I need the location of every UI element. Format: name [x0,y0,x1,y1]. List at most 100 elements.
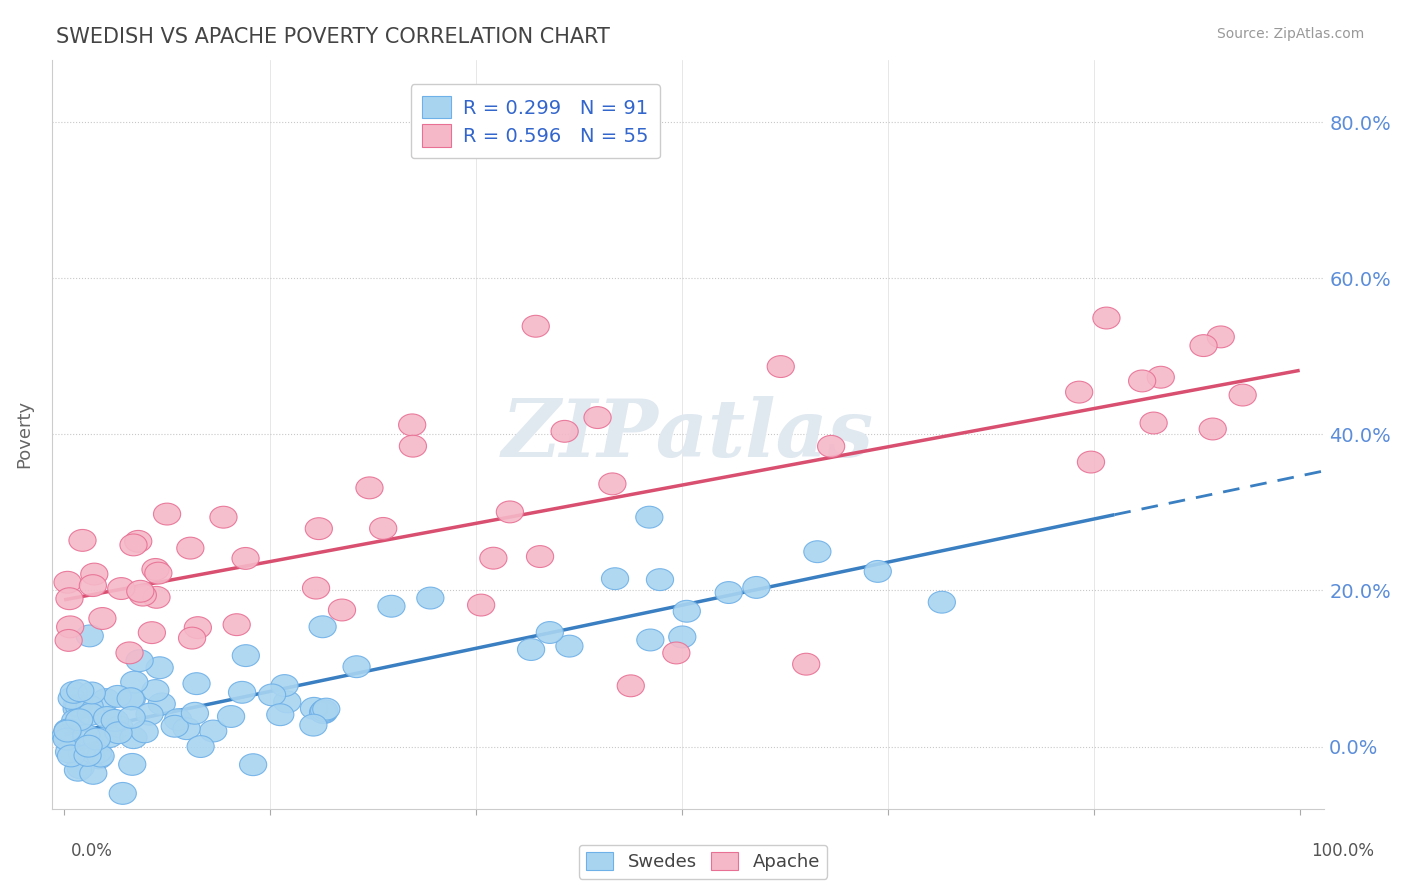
Ellipse shape [274,691,301,713]
Ellipse shape [468,594,495,616]
Ellipse shape [378,595,405,617]
Ellipse shape [662,642,690,664]
Ellipse shape [142,558,169,581]
Ellipse shape [117,688,145,710]
Ellipse shape [309,615,336,638]
Ellipse shape [93,689,120,711]
Ellipse shape [928,591,956,613]
Ellipse shape [259,684,285,706]
Ellipse shape [232,645,260,666]
Ellipse shape [804,541,831,563]
Ellipse shape [187,736,214,757]
Ellipse shape [55,741,83,763]
Ellipse shape [66,710,93,732]
Ellipse shape [53,720,82,742]
Ellipse shape [479,548,508,569]
Ellipse shape [716,582,742,604]
Ellipse shape [104,685,131,707]
Ellipse shape [55,725,82,747]
Ellipse shape [179,627,205,649]
Ellipse shape [66,709,93,731]
Ellipse shape [53,719,82,741]
Ellipse shape [127,581,153,602]
Ellipse shape [817,435,845,458]
Ellipse shape [742,576,770,599]
Ellipse shape [65,759,91,781]
Ellipse shape [118,706,145,728]
Ellipse shape [271,674,298,697]
Ellipse shape [1147,367,1174,388]
Ellipse shape [56,588,83,609]
Ellipse shape [77,703,104,725]
Ellipse shape [110,782,136,805]
Ellipse shape [555,635,583,657]
Ellipse shape [370,517,396,540]
Ellipse shape [1189,334,1218,357]
Text: SWEDISH VS APACHE POVERTY CORRELATION CHART: SWEDISH VS APACHE POVERTY CORRELATION CH… [56,27,610,46]
Ellipse shape [76,696,103,717]
Ellipse shape [153,503,180,525]
Ellipse shape [1092,307,1121,329]
Ellipse shape [127,649,153,672]
Ellipse shape [75,735,103,757]
Ellipse shape [120,727,148,748]
Ellipse shape [118,754,146,775]
Text: ZIPatlas: ZIPatlas [502,395,875,473]
Ellipse shape [302,577,329,599]
Ellipse shape [669,626,696,648]
Ellipse shape [105,722,132,744]
Ellipse shape [312,698,340,720]
Ellipse shape [69,742,96,764]
Ellipse shape [121,671,148,693]
Ellipse shape [551,420,578,442]
Ellipse shape [1077,451,1105,473]
Ellipse shape [66,696,93,717]
Ellipse shape [1208,326,1234,348]
Ellipse shape [267,704,294,725]
Ellipse shape [1140,412,1167,434]
Ellipse shape [73,724,100,747]
Ellipse shape [177,537,204,559]
Ellipse shape [1129,370,1156,392]
Ellipse shape [1229,384,1256,406]
Legend: Swedes, Apache: Swedes, Apache [579,845,827,879]
Ellipse shape [94,706,121,729]
Ellipse shape [55,630,82,651]
Ellipse shape [329,599,356,621]
Ellipse shape [309,701,336,723]
Text: 100.0%: 100.0% [1312,842,1374,860]
Ellipse shape [305,517,332,540]
Y-axis label: Poverty: Poverty [15,401,32,468]
Ellipse shape [63,698,90,720]
Ellipse shape [617,675,644,697]
Ellipse shape [62,709,89,731]
Ellipse shape [637,629,664,651]
Ellipse shape [602,568,628,590]
Ellipse shape [228,681,256,703]
Ellipse shape [224,614,250,636]
Ellipse shape [108,578,135,599]
Ellipse shape [63,694,90,716]
Ellipse shape [209,507,238,528]
Ellipse shape [865,560,891,582]
Ellipse shape [75,745,101,766]
Ellipse shape [66,680,94,702]
Ellipse shape [200,720,226,742]
Ellipse shape [311,702,337,723]
Ellipse shape [148,693,176,714]
Ellipse shape [145,562,172,584]
Ellipse shape [58,688,86,709]
Ellipse shape [343,656,370,678]
Ellipse shape [165,709,191,731]
Ellipse shape [793,653,820,675]
Ellipse shape [89,607,117,630]
Ellipse shape [80,763,107,784]
Ellipse shape [583,407,612,428]
Ellipse shape [136,703,163,725]
Ellipse shape [76,625,103,647]
Ellipse shape [83,728,111,750]
Ellipse shape [77,746,104,767]
Ellipse shape [53,572,82,593]
Ellipse shape [218,706,245,727]
Ellipse shape [52,724,79,747]
